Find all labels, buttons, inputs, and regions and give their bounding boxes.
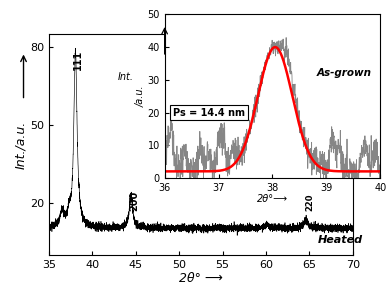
Y-axis label: /a.u.: /a.u. <box>136 85 146 107</box>
Text: Int.: Int. <box>118 71 134 82</box>
Text: As-grown: As-grown <box>317 68 372 78</box>
Text: 220: 220 <box>306 194 315 211</box>
Text: 200: 200 <box>129 191 140 211</box>
Text: Heated: Heated <box>318 235 363 245</box>
Text: 111: 111 <box>73 50 83 70</box>
X-axis label: 2θ° ⟶: 2θ° ⟶ <box>179 272 223 285</box>
Text: Ps = 14.4 nm: Ps = 14.4 nm <box>173 108 245 117</box>
X-axis label: 2θ°⟶: 2θ°⟶ <box>257 194 288 204</box>
Y-axis label: Int./a.u.: Int./a.u. <box>14 121 27 169</box>
Text: Int./a.u.: Int./a.u. <box>196 66 234 76</box>
